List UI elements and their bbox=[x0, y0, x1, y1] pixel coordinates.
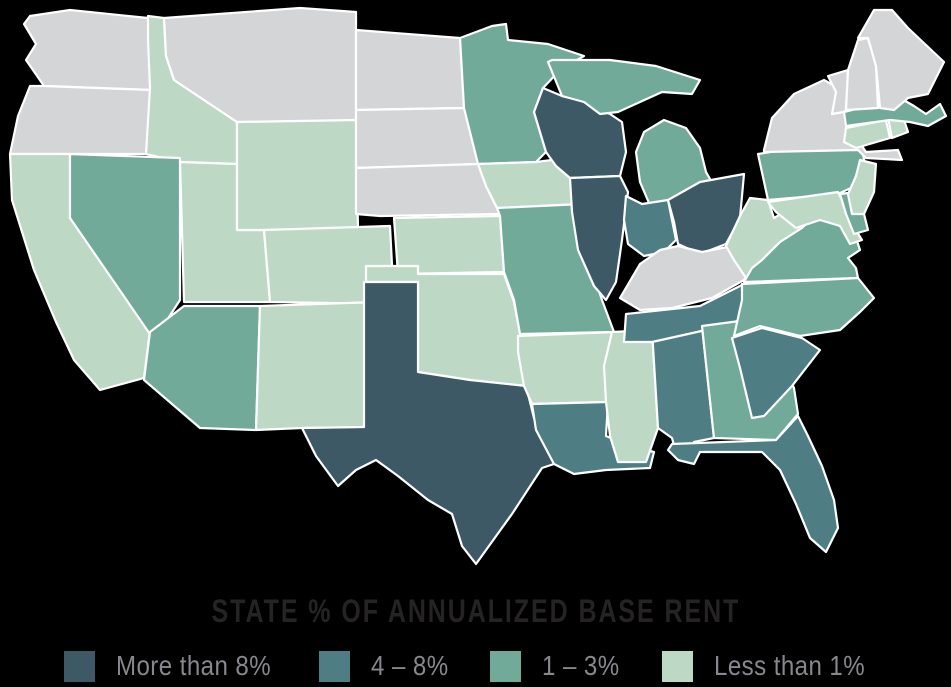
state-ar bbox=[516, 330, 616, 406]
state-ms bbox=[602, 328, 660, 464]
state-sc bbox=[730, 326, 822, 420]
legend-label: Less than 1% bbox=[714, 650, 866, 681]
chart-title: STATE % OF ANNUALIZED BASE RENT bbox=[0, 593, 951, 630]
state-tx bbox=[300, 280, 556, 566]
legend-swatch bbox=[490, 650, 521, 682]
state-az bbox=[142, 304, 262, 432]
state-nm bbox=[254, 300, 378, 432]
state-or bbox=[8, 84, 154, 156]
legend-label: 1 – 3% bbox=[542, 650, 620, 681]
legend-swatch bbox=[319, 650, 350, 682]
state-nj bbox=[846, 158, 878, 216]
legend-label: More than 8% bbox=[116, 650, 272, 681]
legend-swatch bbox=[662, 650, 693, 682]
us-states-map bbox=[8, 6, 948, 566]
state-ne bbox=[354, 162, 502, 218]
legend-swatch bbox=[64, 650, 95, 682]
state-wy bbox=[235, 118, 360, 232]
state-mi bbox=[546, 58, 702, 116]
legend-label: 4 – 8% bbox=[371, 650, 449, 681]
chart-title-text: STATE % OF ANNUALIZED BASE RENT bbox=[211, 593, 740, 629]
legend-item: 1 – 3% bbox=[490, 650, 632, 682]
state-ma bbox=[842, 96, 948, 128]
state-fl bbox=[666, 414, 840, 554]
state-il bbox=[568, 174, 630, 302]
state-sd bbox=[354, 106, 480, 170]
legend-item: More than 8% bbox=[64, 650, 296, 682]
state-nd bbox=[354, 28, 466, 112]
state-nc bbox=[732, 276, 876, 338]
state-wa bbox=[22, 8, 154, 92]
state-in bbox=[622, 194, 678, 258]
legend-item: 4 – 8% bbox=[319, 650, 461, 682]
state-me bbox=[856, 8, 946, 112]
legend-item: Less than 1% bbox=[662, 650, 890, 682]
